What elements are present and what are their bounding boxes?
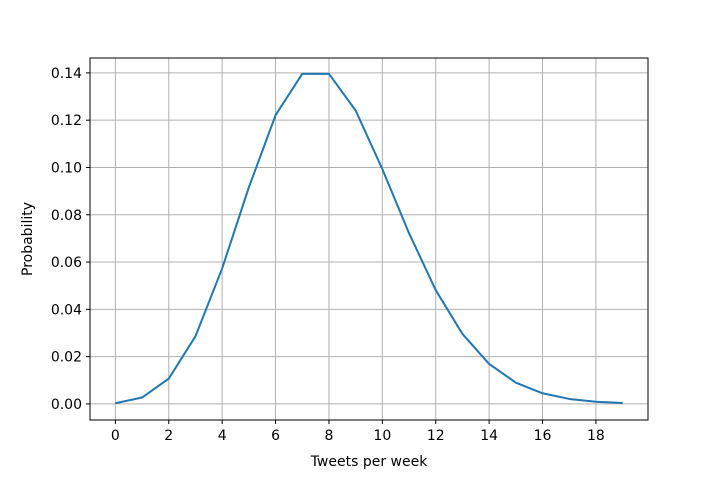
x-tick-label: 14 [480,428,498,444]
x-tick-label: 18 [587,428,605,444]
x-tick-label: 4 [218,428,227,444]
x-tick-label: 2 [164,428,173,444]
y-tick-label: 0.02 [51,350,82,366]
line-series [115,72,623,405]
y-axis-label: Probability [20,202,36,276]
x-tick-label: 10 [373,428,391,444]
y-tick-label: 0.06 [51,255,82,271]
x-tick-label: 8 [324,428,333,444]
x-tick-label: 0 [111,428,120,444]
y-tick-label: 0.08 [51,208,82,224]
x-axis-label: Tweets per week [310,454,429,470]
x-tick-label: 6 [271,428,280,444]
x-tick-label: 12 [427,428,445,444]
y-tick-label: 0.12 [51,113,82,129]
y-tick-label: 0.14 [51,66,82,82]
x-tick-label: 16 [534,428,552,444]
y-tick-label: 0.04 [51,302,82,318]
y-tick-label: 0.00 [51,397,82,413]
axes-frame [89,57,649,421]
y-tick-label: 0.10 [51,160,82,176]
